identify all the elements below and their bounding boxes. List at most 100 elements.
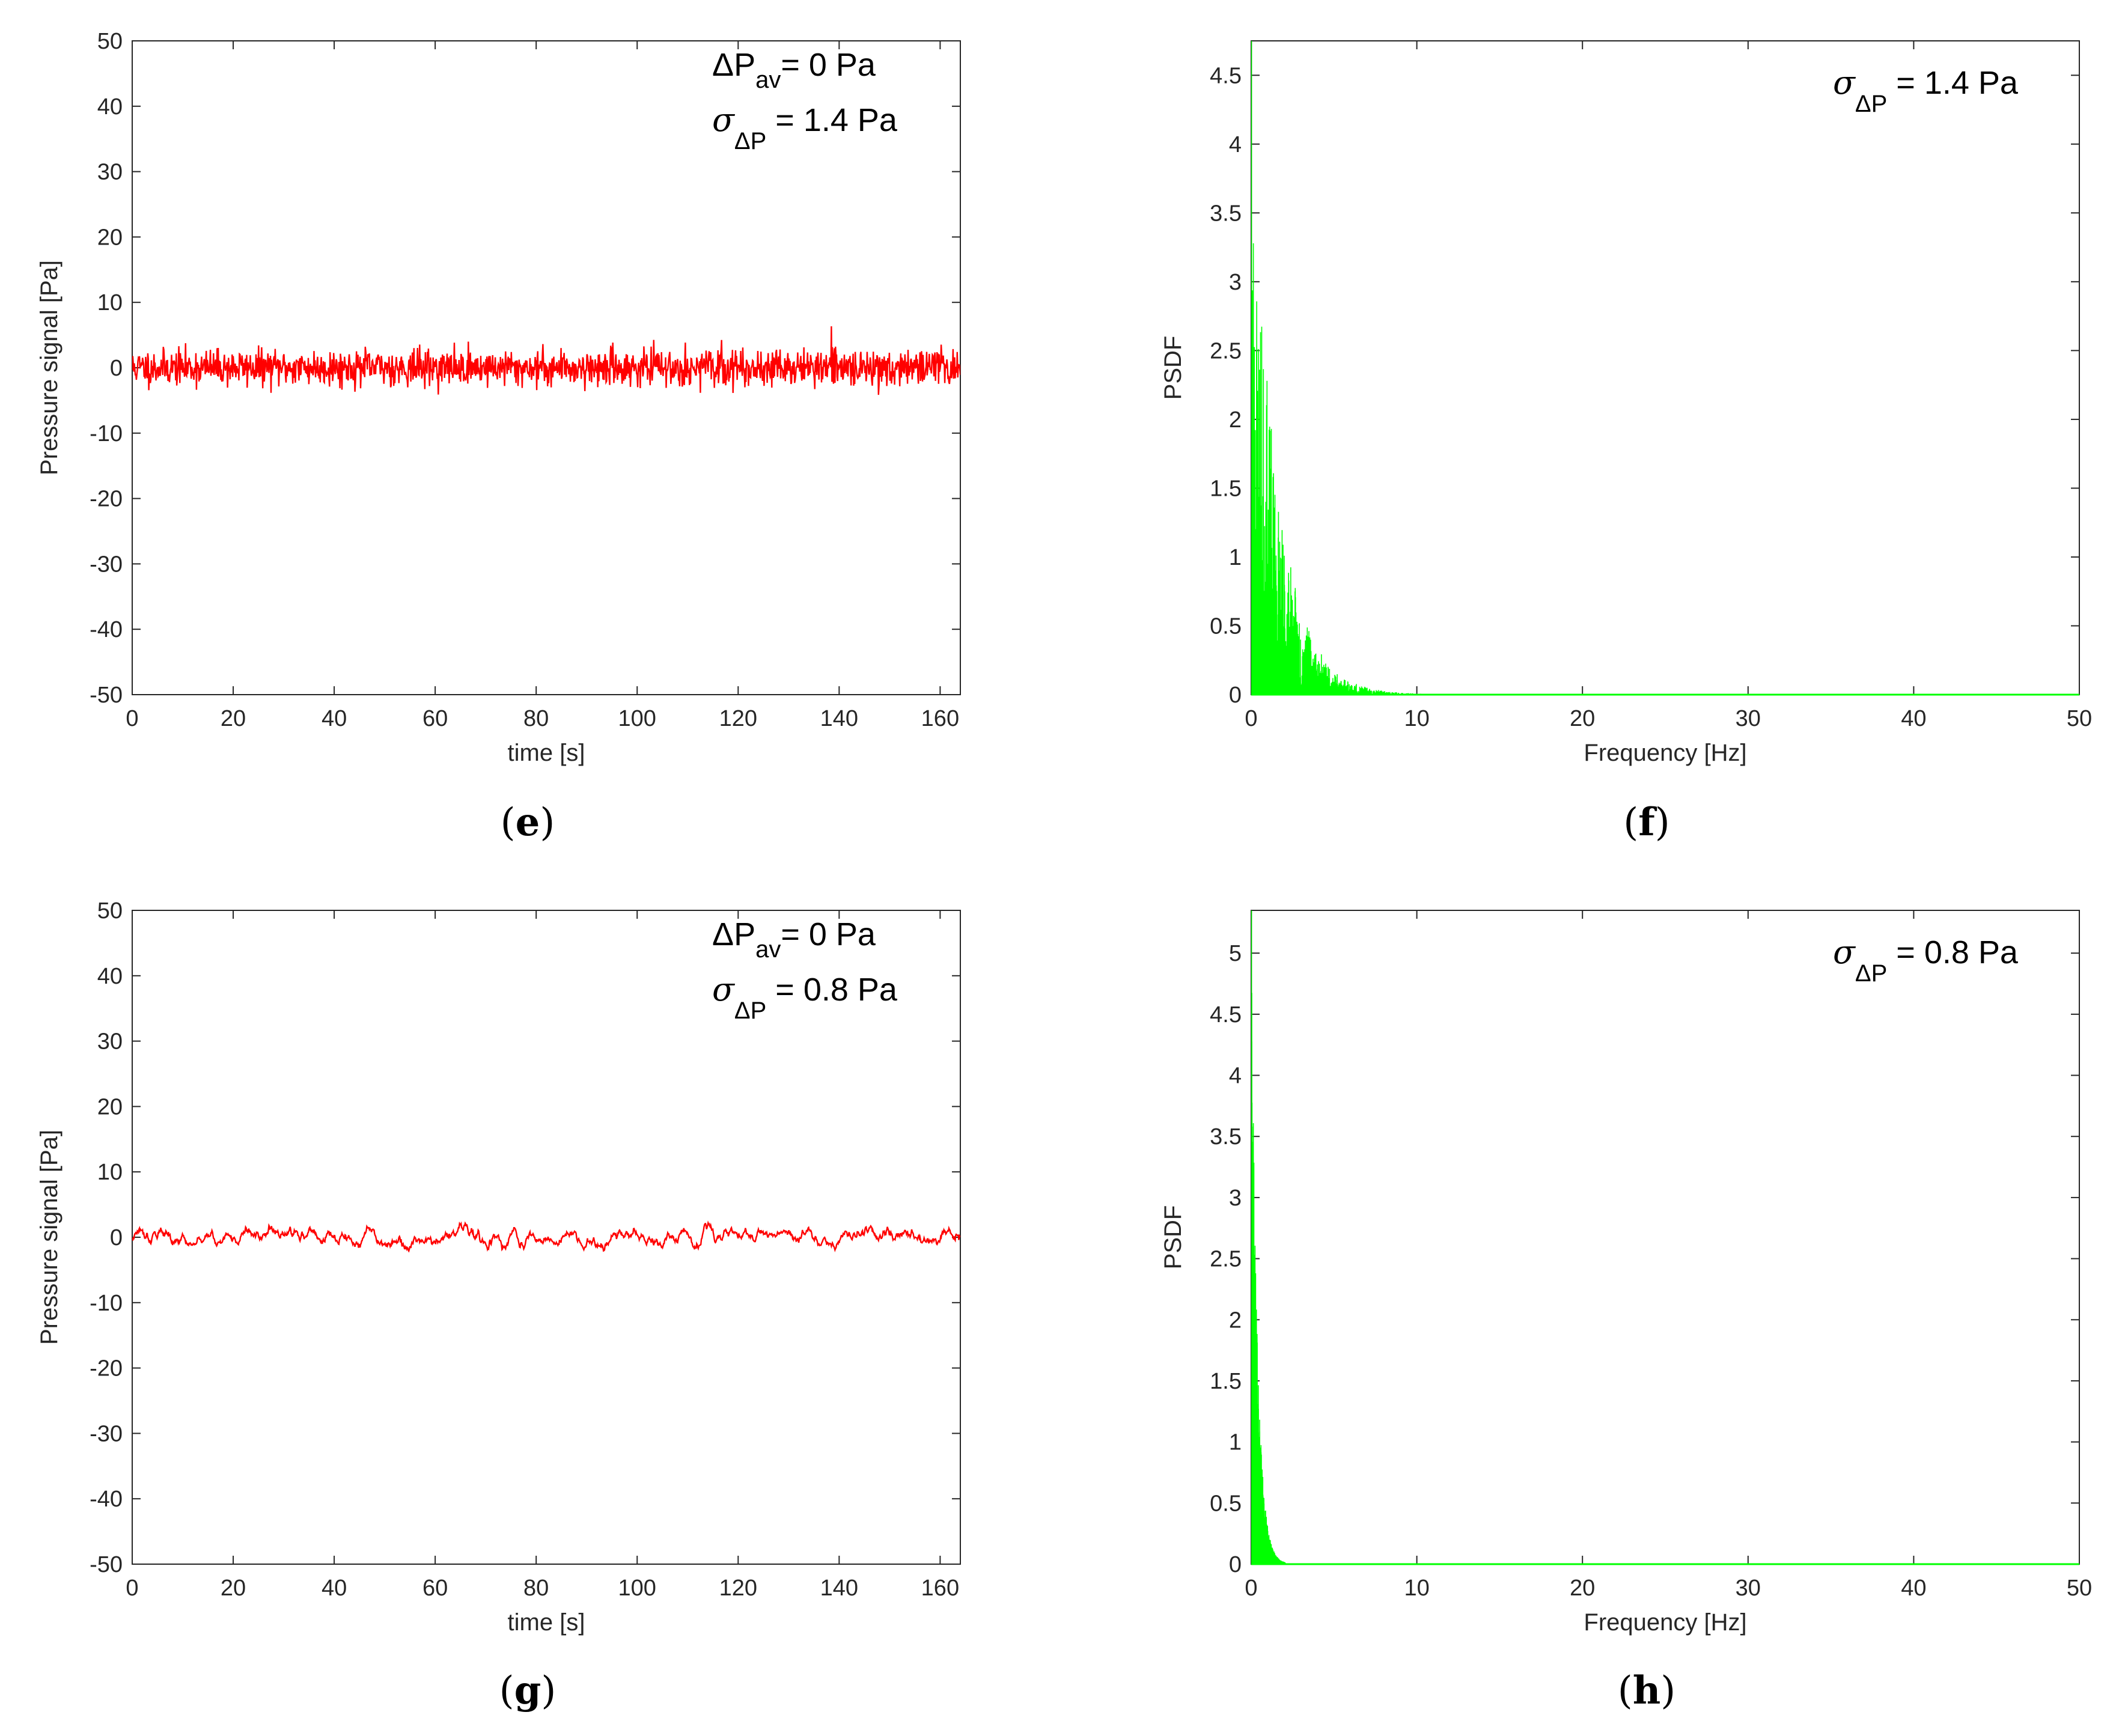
annotation-std: σΔP = 0.8 Pa [1833, 933, 2019, 987]
annotation-mean: ΔPav= 0 Pa [712, 47, 876, 93]
axes-box [1251, 40, 2080, 695]
x-tick-label: 0 [1245, 706, 1257, 731]
y-tick-label: -10 [90, 421, 123, 446]
y-tick-label: -50 [90, 1552, 123, 1577]
y-tick-label: 20 [97, 225, 123, 250]
annotation-std: σΔP = 1.4 Pa [1833, 64, 2019, 117]
x-tick-label: 10 [1404, 1576, 1429, 1601]
y-axis-label: PSDF [1160, 1205, 1186, 1270]
series-line-pressure [132, 1220, 960, 1253]
y-tick-label: 0.5 [1210, 614, 1242, 639]
axes-box [132, 910, 961, 1565]
panel-caption-h: (h) [1618, 1668, 1675, 1713]
y-tick-label: 1 [1229, 1430, 1242, 1455]
y-tick-label: 3 [1229, 1186, 1242, 1211]
series-spectrum-psdf [1251, 910, 1287, 1564]
y-tick-label: 2.5 [1210, 1247, 1242, 1272]
y-tick-label: 4 [1229, 132, 1242, 157]
x-tick-label: 30 [1736, 1576, 1761, 1601]
y-tick-label: 0.5 [1210, 1491, 1242, 1516]
y-tick-label: 2 [1229, 407, 1242, 433]
x-tick-label: 40 [1901, 706, 1926, 731]
x-tick-label: 30 [1736, 706, 1761, 731]
panel-f: 0 10 20 30 40 50 0 0.5 1 1.5 2 2.5 3 3.5 4 4.5 Frequency… [1160, 40, 2092, 845]
x-axis-label: Frequency [Hz] [1584, 740, 1746, 766]
y-tick-label: 0 [1229, 1552, 1242, 1577]
x-tick-label: 0 [1245, 1576, 1257, 1601]
x-tick-label: 80 [523, 1576, 549, 1601]
panel-h: 0 10 20 30 40 50 0 0.5 1 1.5 2 2.5 3 3.5 4 4.5 5 Frequenc… [1160, 910, 2092, 1713]
y-tick-label: 2.5 [1210, 338, 1242, 364]
x-tick-label: 60 [422, 1576, 448, 1601]
x-tick-label: 0 [126, 1576, 138, 1601]
y-tick-label: 1 [1229, 545, 1242, 570]
y-tick-label: 50 [97, 898, 123, 924]
series-spectrum-psdf [1251, 41, 1467, 695]
x-tick-label: 10 [1404, 706, 1429, 731]
panel-caption-g: (g) [499, 1668, 556, 1713]
x-tick-label: 20 [221, 1576, 246, 1601]
x-tick-label: 160 [921, 1576, 959, 1601]
y-tick-label: 30 [97, 160, 123, 185]
x-tick-label: 100 [618, 706, 656, 731]
x-tick-label: 40 [1901, 1576, 1926, 1601]
x-axis-label: time [s] [508, 740, 585, 766]
y-tick-label: 4 [1229, 1064, 1242, 1089]
y-tick-label: 20 [97, 1094, 123, 1119]
x-tick-label: 50 [2067, 1576, 2092, 1601]
x-tick-label: 20 [221, 706, 246, 731]
y-tick-label: 3.5 [1210, 1124, 1242, 1150]
y-tick-label: 10 [97, 1160, 123, 1185]
y-tick-label: 0 [110, 1225, 123, 1250]
x-tick-label: 20 [1570, 1576, 1595, 1601]
y-axis-label: Pressure signal [Pa] [36, 1130, 63, 1345]
y-tick-label: -50 [90, 683, 123, 708]
y-tick-label: 0 [1229, 683, 1242, 708]
y-tick-label: 3.5 [1210, 201, 1242, 226]
y-tick-label: 4.5 [1210, 1002, 1242, 1028]
y-axis-label: PSDF [1160, 336, 1186, 400]
y-tick-label: -20 [90, 1356, 123, 1381]
x-tick-label: 80 [523, 706, 549, 731]
x-tick-label: 120 [719, 706, 757, 731]
x-tick-label: 20 [1570, 706, 1595, 731]
x-tick-label: 100 [618, 1576, 656, 1601]
x-axis-label: time [s] [508, 1609, 585, 1636]
axes-box [1251, 910, 2080, 1565]
x-tick-label: 140 [820, 1576, 858, 1601]
x-tick-label: 40 [322, 1576, 347, 1601]
x-tick-label: 40 [322, 706, 347, 731]
panel-caption-f: (f) [1623, 800, 1669, 845]
y-tick-label: 40 [97, 94, 123, 120]
annotation-std: σΔP = 1.4 Pa [712, 101, 898, 154]
panel-e: 0 20 40 60 80 100 120 140 160 -50 -40 -30 -20 -10 0 10 2… [36, 29, 961, 845]
panel-caption-e: (e) [501, 800, 555, 845]
x-tick-label: 60 [422, 706, 448, 731]
y-tick-label: 5 [1229, 941, 1242, 966]
y-tick-label: 4.5 [1210, 63, 1242, 88]
y-axis-label: Pressure signal [Pa] [36, 260, 63, 475]
x-tick-label: 140 [820, 706, 858, 731]
y-tick-label: -30 [90, 552, 123, 577]
y-tick-label: 1.5 [1210, 1369, 1242, 1394]
x-tick-label: 50 [2067, 706, 2092, 731]
y-tick-label: 40 [97, 964, 123, 989]
x-tick-label: 120 [719, 1576, 757, 1601]
panel-g: 0 20 40 60 80 100 120 140 160 -50 -40 -30 -20 -10 0 10 2… [36, 898, 961, 1713]
y-tick-label: -40 [90, 617, 123, 642]
x-axis-label: Frequency [Hz] [1584, 1609, 1746, 1636]
y-tick-label: 3 [1229, 270, 1242, 295]
annotation-mean: ΔPav= 0 Pa [712, 916, 876, 963]
x-tick-label: 160 [921, 706, 959, 731]
y-tick-label: 10 [97, 290, 123, 315]
annotation-std: σΔP = 0.8 Pa [712, 970, 898, 1024]
y-tick-label: 1.5 [1210, 476, 1242, 501]
y-tick-label: 50 [97, 29, 123, 54]
y-tick-label: 30 [97, 1029, 123, 1055]
x-tick-label: 0 [126, 706, 138, 731]
y-tick-label: -10 [90, 1291, 123, 1316]
y-tick-label: -30 [90, 1421, 123, 1446]
series-line-pressure [132, 326, 960, 395]
y-tick-label: -20 [90, 487, 123, 512]
